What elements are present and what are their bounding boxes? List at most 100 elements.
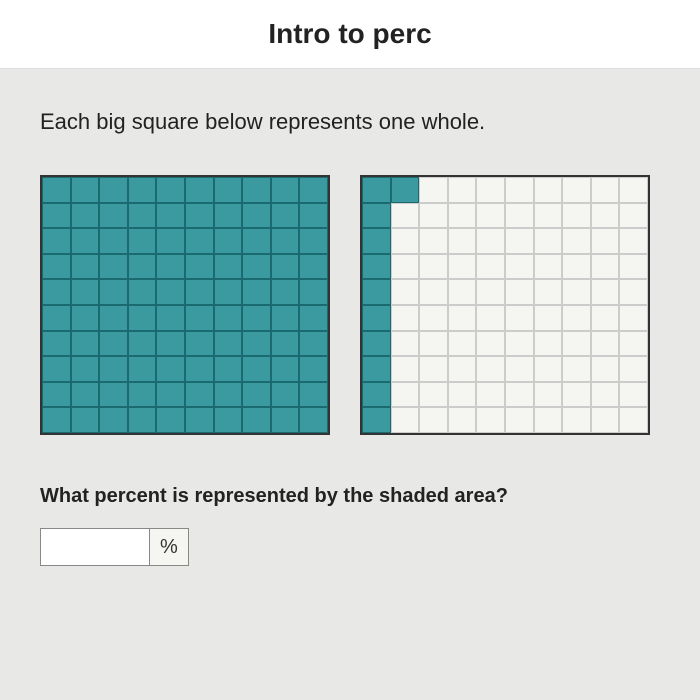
grid-cell: [156, 407, 185, 433]
content-area: Each big square below represents one who…: [0, 69, 700, 566]
grid-cell: [185, 407, 214, 433]
grid-cell: [299, 228, 328, 254]
grid-cell: [99, 331, 128, 357]
grid-cell: [299, 279, 328, 305]
page-header: Intro to perc: [0, 0, 700, 69]
grid-cell: [391, 254, 420, 280]
grid-cell: [619, 382, 648, 408]
grid-cell: [42, 305, 71, 331]
grid-cell: [534, 407, 563, 433]
grid-cell: [242, 407, 271, 433]
grid-cell: [156, 305, 185, 331]
grid-cell: [214, 382, 243, 408]
grid-cell: [362, 254, 391, 280]
grid-cell: [271, 254, 300, 280]
grid-cell: [562, 331, 591, 357]
grid-cell: [99, 356, 128, 382]
grid-cell: [156, 254, 185, 280]
grid-cell: [156, 331, 185, 357]
grid-cell: [505, 203, 534, 229]
grid-cell: [214, 254, 243, 280]
grid-cell: [242, 279, 271, 305]
grid-cell: [391, 407, 420, 433]
grid-cell: [534, 331, 563, 357]
grid-cell: [619, 279, 648, 305]
grid-cell: [448, 254, 477, 280]
grid-cell: [42, 203, 71, 229]
grid-cell: [619, 305, 648, 331]
grid-cell: [419, 177, 448, 203]
grid-cell: [476, 228, 505, 254]
grid-cell: [99, 203, 128, 229]
grid-cell: [534, 254, 563, 280]
grid-cell: [391, 203, 420, 229]
grid-cell: [242, 177, 271, 203]
grid-cell: [391, 382, 420, 408]
grid-cell: [476, 203, 505, 229]
grid-cell: [99, 305, 128, 331]
grid-cell: [128, 356, 157, 382]
grid-cell: [214, 356, 243, 382]
grid-cell: [299, 177, 328, 203]
grid-cell: [271, 407, 300, 433]
grid-cell: [214, 203, 243, 229]
grid-cell: [562, 177, 591, 203]
grid-cell: [562, 305, 591, 331]
grid-cell: [271, 279, 300, 305]
grid-cell: [128, 177, 157, 203]
grid-cell: [591, 356, 620, 382]
grid-cell: [419, 228, 448, 254]
grid-cell: [271, 382, 300, 408]
grid-cell: [448, 356, 477, 382]
grid-cell: [71, 254, 100, 280]
grid-cell: [242, 228, 271, 254]
grid-cell: [71, 382, 100, 408]
grid-cell: [299, 203, 328, 229]
grid-cell: [42, 177, 71, 203]
grid-cell: [591, 305, 620, 331]
grid-cell: [562, 228, 591, 254]
grid-cell: [271, 305, 300, 331]
grid-cell: [214, 331, 243, 357]
grid-cell: [128, 382, 157, 408]
grid-cell: [448, 279, 477, 305]
grid-cell: [71, 407, 100, 433]
grid-cell: [391, 331, 420, 357]
grid-cell: [99, 254, 128, 280]
grid-cell: [128, 228, 157, 254]
grid-cell: [534, 228, 563, 254]
percent-input[interactable]: [40, 528, 150, 566]
grid-cell: [591, 203, 620, 229]
grid-cell: [391, 279, 420, 305]
grid-cell: [619, 407, 648, 433]
grid-cell: [362, 177, 391, 203]
grid-cell: [505, 177, 534, 203]
grid-cell: [448, 331, 477, 357]
grid-cell: [242, 254, 271, 280]
grid-cell: [448, 203, 477, 229]
grid-cell: [534, 279, 563, 305]
hundred-grid-2: [360, 175, 650, 435]
grid-cell: [591, 228, 620, 254]
grid-cell: [99, 407, 128, 433]
grid-cell: [42, 382, 71, 408]
grid-cell: [71, 203, 100, 229]
grid-cell: [562, 407, 591, 433]
grid-cell: [419, 331, 448, 357]
grid-cell: [299, 331, 328, 357]
grid-cell: [156, 356, 185, 382]
grid-cell: [448, 177, 477, 203]
grid-cell: [242, 382, 271, 408]
grid-cell: [419, 254, 448, 280]
grid-cell: [271, 203, 300, 229]
grid-cell: [505, 331, 534, 357]
grid-cell: [505, 279, 534, 305]
grid-cell: [505, 407, 534, 433]
grid-cell: [419, 305, 448, 331]
grid-cell: [299, 305, 328, 331]
grid-cell: [71, 356, 100, 382]
grid-cell: [591, 331, 620, 357]
grid-cell: [214, 228, 243, 254]
grid-cell: [362, 407, 391, 433]
grid-cell: [128, 254, 157, 280]
